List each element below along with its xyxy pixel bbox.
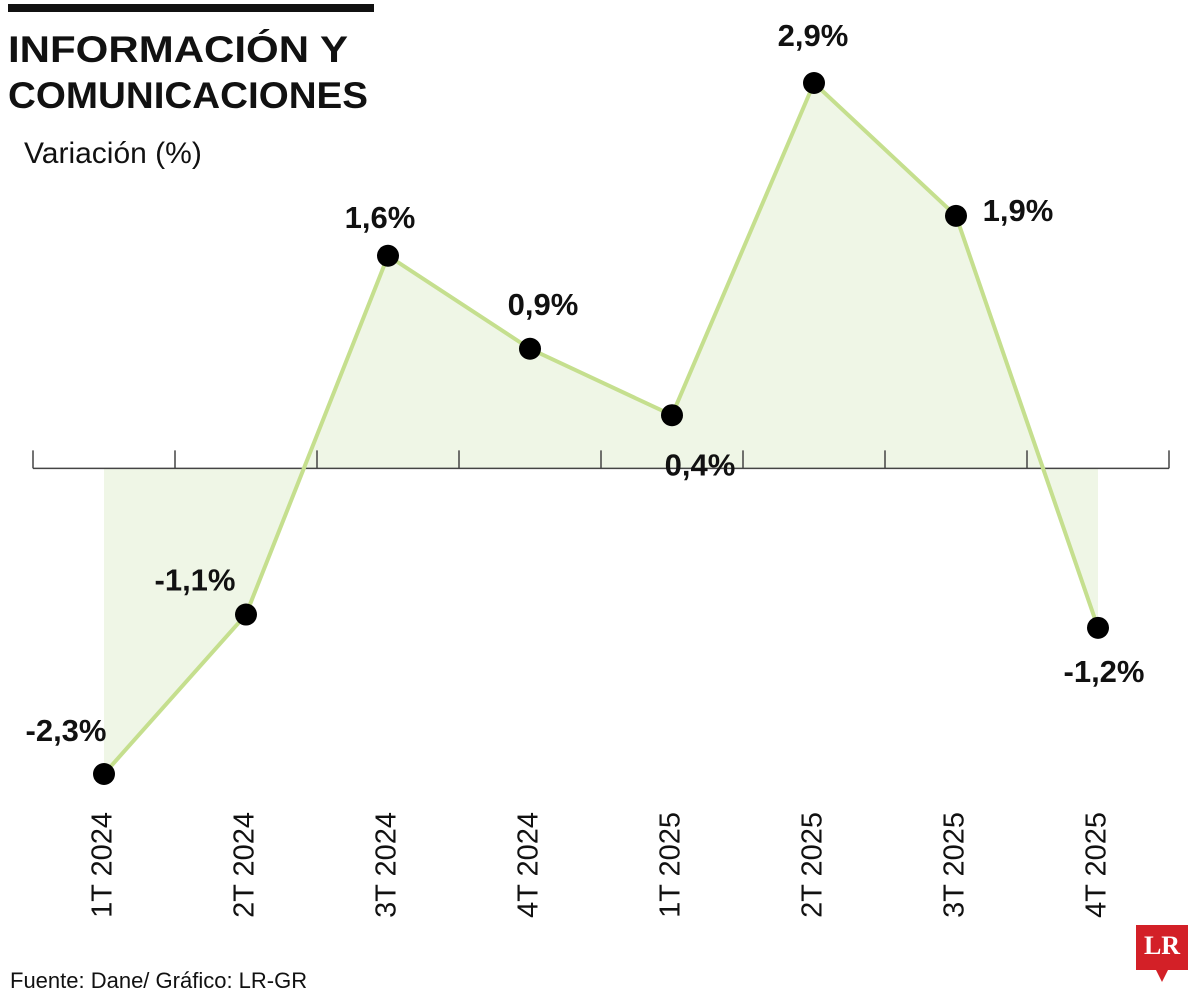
x-tick-label: 4T 2025 xyxy=(1081,812,1113,918)
x-tick-label: 3T 2025 xyxy=(939,812,971,918)
x-tick-label: 1T 2025 xyxy=(655,812,687,918)
data-label: -1,1% xyxy=(155,563,236,598)
x-tick-label: 4T 2024 xyxy=(513,812,545,918)
logo-badge xyxy=(1136,925,1188,982)
logo: LR xyxy=(1136,925,1188,982)
logo-text: LR xyxy=(1144,931,1180,960)
chart-title: INFORMACIÓN Y xyxy=(8,28,348,70)
chart-title: COMUNICACIONES xyxy=(8,75,368,116)
data-point xyxy=(803,72,825,94)
data-point xyxy=(377,244,399,267)
data-point xyxy=(661,404,683,427)
top-bar xyxy=(8,4,374,12)
data-label: 0,4% xyxy=(665,447,736,482)
data-point xyxy=(235,603,257,626)
data-point xyxy=(945,204,967,227)
data-label: 0,9% xyxy=(508,287,579,322)
x-tick-label: 3T 2024 xyxy=(371,812,403,918)
x-tick-label: 2T 2024 xyxy=(229,812,261,918)
x-tick-label: 2T 2025 xyxy=(797,812,829,918)
source: Fuente: Dane/ Gráfico: LR-GR xyxy=(10,968,307,993)
data-label: 1,6% xyxy=(345,200,416,235)
data-point xyxy=(519,337,541,360)
data-point xyxy=(93,763,115,785)
x-tick-label: 1T 2024 xyxy=(87,812,119,918)
data-label: 2,9% xyxy=(778,18,849,53)
area xyxy=(104,83,1098,774)
line xyxy=(102,79,1100,776)
data-point xyxy=(1087,616,1109,639)
data-label: -1,2% xyxy=(1064,654,1145,689)
data-label: 1,9% xyxy=(983,193,1054,228)
chart-subtitle: Variación (%) xyxy=(24,137,202,170)
data-label: -2,3% xyxy=(26,713,107,748)
